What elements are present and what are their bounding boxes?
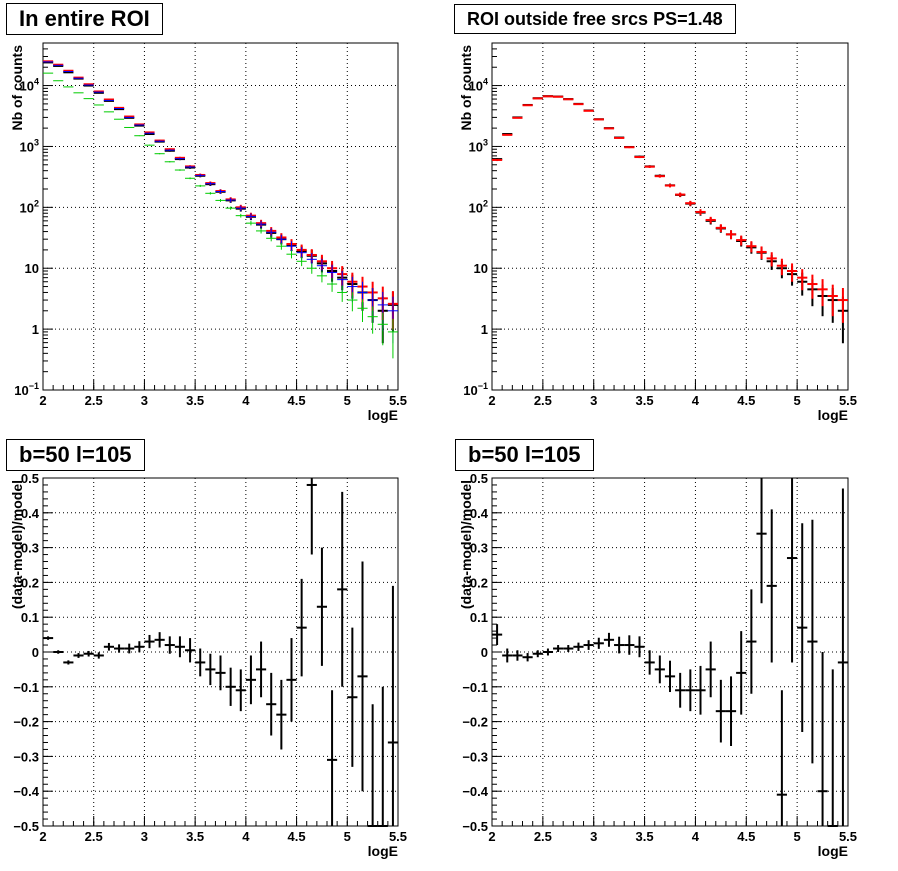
y-tick-label: −0.5 [462,819,488,834]
panel-title-2: ROI outside free srcs PS=1.48 [454,4,736,34]
series-2 [492,95,848,323]
x-tick-label: 3 [141,829,148,844]
x-tick-label: 5 [794,393,801,408]
x-tick-label: 5 [344,393,351,408]
x-tick-label: 3 [590,829,597,844]
series-1 [43,478,398,827]
y-tick-label: 10−1 [463,381,488,398]
y-tick-label: 103 [469,137,488,154]
y-tick-label: −0.1 [462,680,488,695]
y-tick-label: 0 [32,645,39,660]
x-tick-label: 3.5 [186,393,204,408]
chart-panel-3: 2 2.5 3 3.5 4 4.5 5 5.5 −0.5 −0.4 −0.3 −0.2 −0.1 0 0.1… [9,471,407,859]
y-tick-label: 103 [20,137,39,154]
y-tick-label: 0.2 [470,575,488,590]
x-tick-label: 5 [344,829,351,844]
x-tick-label: 4 [692,829,700,844]
y-tick-label: 102 [20,198,39,215]
x-tick-label: 2 [39,393,46,408]
x-tick-label: 3.5 [636,829,654,844]
x-tick-label: 3.5 [636,393,654,408]
y-tick-label: 10−1 [14,381,39,398]
y-tick-label: 0.1 [470,610,488,625]
x-tick-label: 2 [488,829,495,844]
x-tick-label: 5.5 [839,393,857,408]
y-tick-label: 0.4 [21,506,40,521]
series-3 [43,61,398,344]
y-tick-label: −0.5 [13,819,39,834]
x-tick-label: 4.5 [737,393,755,408]
x-tick-label: 2 [488,393,495,408]
plot-frame [491,42,849,391]
y-tick-label: 10 [25,261,39,276]
x-tick-label: 5.5 [839,829,857,844]
y-tick-label: 0.3 [21,541,39,556]
x-tick-label: 4 [242,829,250,844]
y-tick-label: −0.2 [13,715,39,730]
panel-title-4: b=50 l=105 [455,439,594,471]
x-tick-label: 3.5 [186,829,204,844]
y-tick-label: 0.4 [470,506,489,521]
x-tick-label: 5.5 [389,829,407,844]
y-tick-label: −0.4 [462,784,488,799]
panel-title-3: b=50 l=105 [6,439,145,471]
y-tick-label: 0.5 [21,471,39,486]
y-axis-title: (data-model)/model [458,480,474,609]
y-tick-label: 102 [469,198,488,215]
x-tick-label: 3 [590,393,597,408]
y-axis-title: Nb of counts [458,45,474,131]
x-axis-title: logE [818,407,848,423]
y-axis-title: Nb of counts [9,45,25,131]
x-tick-label: 2 [39,829,46,844]
panel-title-1: In entire ROI [6,3,163,35]
y-tick-label: 0.2 [21,575,39,590]
y-tick-label: −0.2 [462,715,488,730]
y-tick-label: 0.5 [470,471,488,486]
plot-frame [42,42,399,391]
x-tick-label: 2.5 [85,393,103,408]
y-tick-label: 0.3 [470,541,488,556]
y-axis-title: (data-model)/model [9,480,25,609]
x-tick-label: 2.5 [534,829,552,844]
x-tick-label: 4 [242,393,250,408]
x-axis-title: logE [368,407,398,423]
y-tick-label: 0 [481,645,488,660]
x-tick-label: 5 [794,829,801,844]
y-tick-label: −0.1 [13,680,39,695]
series-1 [492,478,848,827]
x-tick-label: 5.5 [389,393,407,408]
y-tick-label: 10 [474,261,488,276]
x-tick-label: 4.5 [288,829,306,844]
chart-panel-4: 2 2.5 3 3.5 4 4.5 5 5.5 −0.5 −0.4 −0.3 −0.2 −0.1 0 0.1… [458,471,857,859]
y-tick-label: 0.1 [21,610,39,625]
y-tick-label: 1 [32,322,39,337]
plot-frame [42,477,399,827]
x-axis-title: logE [818,843,848,859]
x-tick-label: 3 [141,393,148,408]
y-tick-label: −0.4 [13,784,39,799]
x-tick-label: 2.5 [534,393,552,408]
x-tick-label: 2.5 [85,829,103,844]
y-tick-label: 1 [481,322,488,337]
x-tick-label: 4.5 [737,829,755,844]
x-axis-title: logE [368,843,398,859]
x-tick-label: 4 [692,393,700,408]
x-tick-label: 4.5 [288,393,306,408]
y-tick-label: −0.3 [462,749,488,764]
y-tick-label: −0.3 [13,749,39,764]
series-4 [43,72,398,359]
